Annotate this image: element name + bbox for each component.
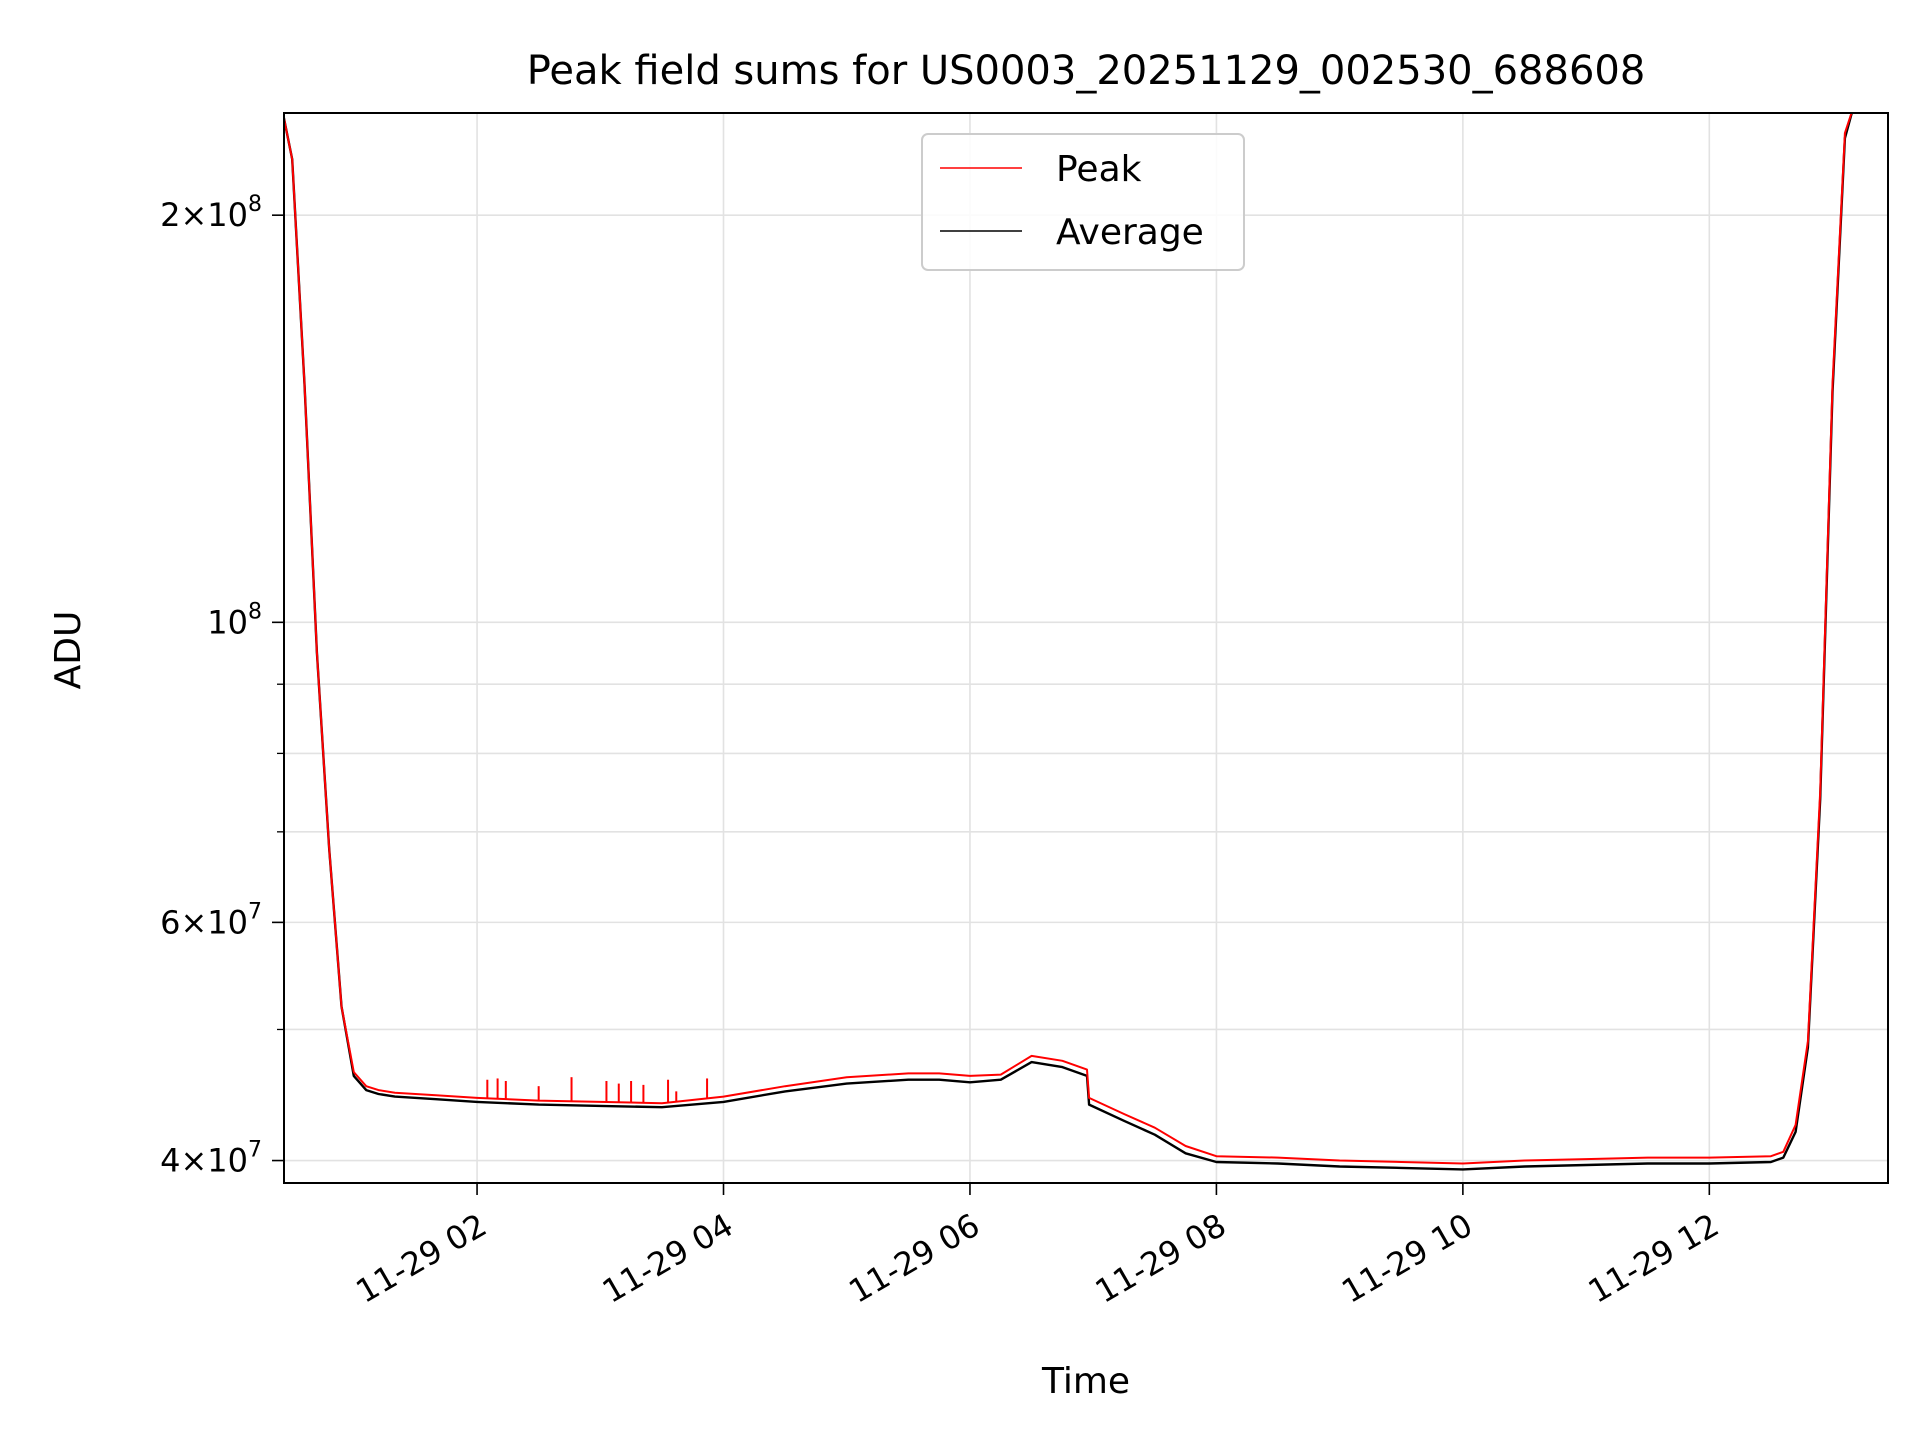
legend-label-average: Average [1056, 212, 1204, 253]
x-tick-label: 11-29 04 [596, 1206, 740, 1311]
series-line-average [284, 113, 1854, 1171]
y-tick-exponent: 8 [248, 599, 262, 624]
series-layer [284, 113, 1854, 1171]
x-tick-label: 11-29 08 [1089, 1206, 1233, 1311]
chart-title: Peak field sums for US0003_20251129_0025… [527, 48, 1646, 94]
y-tick-base: 6×10 [160, 903, 248, 941]
x-tick-label: 11-29 02 [349, 1206, 493, 1311]
axis-ticks: 11-29 02 11-29 04 11-29 06 11-29 08 11-29 10… [160, 192, 1725, 1310]
y-tick-label: 4×107 [160, 1138, 262, 1180]
plot-frame [283, 112, 1889, 1184]
x-axis-label: Time [1041, 1361, 1130, 1402]
x-tick-label: 11-29 10 [1335, 1206, 1479, 1311]
y-tick-label: 108 [207, 599, 262, 641]
y-tick-exponent: 7 [248, 1138, 262, 1163]
y-tick-exponent: 8 [248, 192, 262, 217]
series-line-peak [284, 113, 1853, 1165]
legend: Peak Average [921, 133, 1245, 271]
legend-label-peak: Peak [1056, 149, 1142, 190]
y-tick-base: 4×10 [160, 1142, 248, 1180]
x-tick-label: 11-29 06 [842, 1206, 986, 1311]
y-tick-label: 6×107 [160, 899, 262, 941]
y-axis-label: ADU [48, 611, 89, 690]
y-tick-base: 10 [207, 603, 248, 641]
y-tick-label: 2×108 [160, 192, 262, 234]
y-tick-exponent: 7 [248, 899, 262, 924]
grid [284, 113, 1888, 1183]
y-tick-base: 2×10 [160, 196, 248, 234]
x-tick-label: 11-29 12 [1582, 1206, 1726, 1311]
